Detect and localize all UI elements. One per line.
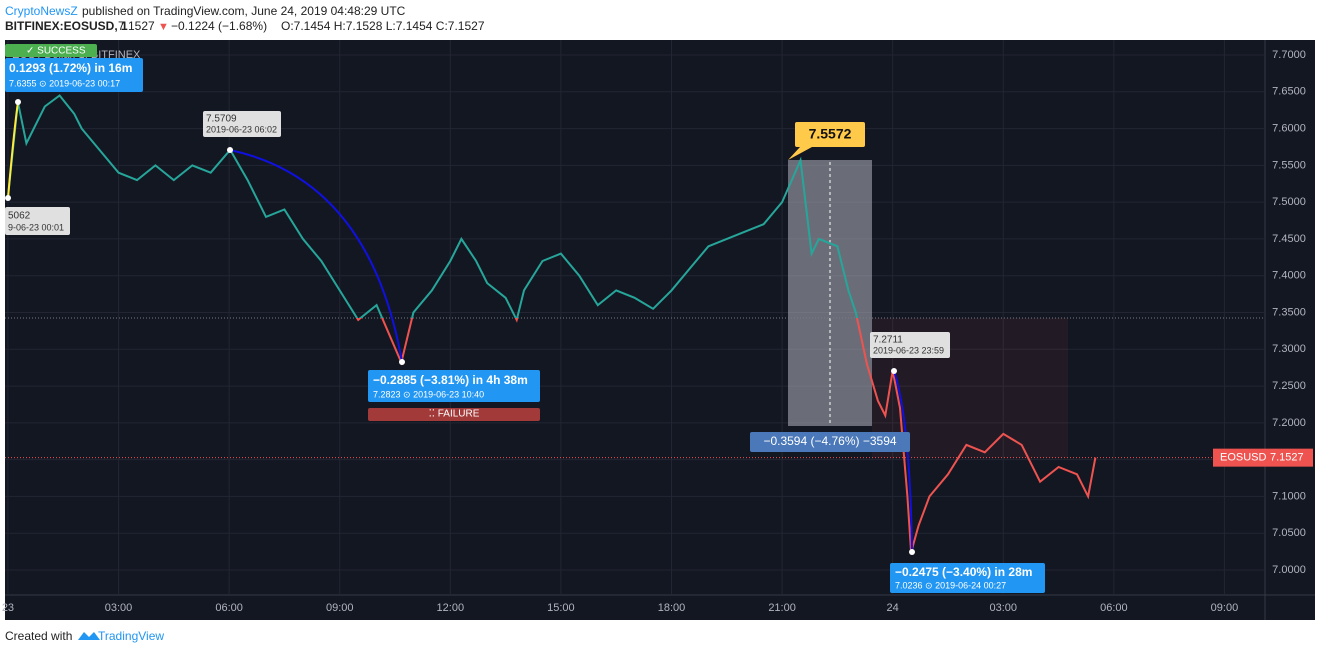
note-text: 7.0236 ⊙ 2019-06-24 00:27 bbox=[895, 580, 1006, 590]
note-text: 7.2823 ⊙ 2019-06-23 10:40 bbox=[373, 389, 484, 399]
x-tick-label: 24 bbox=[887, 602, 899, 614]
x-tick-label: 21:00 bbox=[768, 602, 796, 614]
change: −0.1224 (−1.68%) bbox=[171, 19, 267, 33]
y-tick-label: 7.1000 bbox=[1272, 490, 1306, 502]
arc bbox=[229, 149, 403, 363]
y-tick-label: 7.6000 bbox=[1272, 122, 1306, 134]
note-text: 7.5572 bbox=[809, 126, 852, 142]
symbol: BITFINEX:EOSUSD, 1 bbox=[5, 19, 128, 33]
note-box bbox=[368, 408, 540, 421]
y-tick-label: 7.5000 bbox=[1272, 196, 1306, 208]
y-tick-label: 7.4000 bbox=[1272, 270, 1306, 282]
y-tick-label: 7.5500 bbox=[1272, 159, 1306, 171]
x-tick-label: 03:00 bbox=[990, 602, 1018, 614]
logo bbox=[78, 632, 100, 640]
footer-brand[interactable]: TradingView bbox=[98, 629, 164, 643]
price-tag-name: EOSUSD bbox=[1220, 452, 1267, 464]
note-box bbox=[5, 58, 143, 92]
x-tick-label: 12:00 bbox=[437, 602, 465, 614]
note-text: −0.2475 (−3.40%) in 28m bbox=[895, 565, 1032, 579]
x-tick-label: 09:00 bbox=[1211, 602, 1239, 614]
published: published on TradingView.com, June 24, 2… bbox=[82, 4, 406, 18]
pointer bbox=[788, 147, 812, 160]
x-tick-label: 09:00 bbox=[326, 602, 354, 614]
note-box bbox=[368, 370, 540, 402]
x-tick-label: 06:00 bbox=[1100, 602, 1128, 614]
y-tick-label: 7.0500 bbox=[1272, 527, 1306, 539]
x-tick-label: 15:00 bbox=[547, 602, 575, 614]
x-tick-label: 06:00 bbox=[215, 602, 243, 614]
anchor-dot bbox=[5, 195, 11, 201]
anchor-dot bbox=[891, 368, 897, 374]
note-text: −0.2885 (−3.81%) in 4h 38m bbox=[373, 373, 528, 387]
note-box bbox=[750, 432, 910, 452]
arrow: ▼ bbox=[158, 21, 169, 33]
y-tick-label: 7.2500 bbox=[1272, 380, 1306, 392]
note-text: 2019-06-23 06:02 bbox=[206, 124, 277, 134]
note-box bbox=[795, 122, 865, 147]
note-box bbox=[5, 44, 97, 57]
price-tag bbox=[1213, 448, 1313, 467]
note-text: 7.2711 bbox=[873, 335, 903, 346]
ohlc: O:7.1454 H:7.1528 L:7.1454 C:7.1527 bbox=[281, 19, 485, 33]
anchor-dot bbox=[909, 549, 915, 555]
last-price: 7.1527 bbox=[118, 19, 155, 33]
y-tick-label: 7.6500 bbox=[1272, 86, 1306, 98]
anchor-dot bbox=[399, 359, 405, 365]
author[interactable]: CryptoNewsZ bbox=[5, 4, 78, 18]
note-text: ⁚⁚ FAILURE bbox=[429, 409, 480, 420]
note-text: 5062 bbox=[8, 211, 31, 222]
arc bbox=[7, 101, 19, 199]
y-tick-label: 7.3000 bbox=[1272, 343, 1306, 355]
note-text: 2019-06-23 23:59 bbox=[873, 345, 944, 355]
note-box bbox=[203, 111, 281, 137]
y-tick-label: 7.7000 bbox=[1272, 49, 1306, 61]
x-tick-label: 18:00 bbox=[658, 602, 686, 614]
note-text: 7.6355 ⊙ 2019-06-23 00:17 bbox=[9, 78, 120, 88]
note-text: 0.1293 (1.72%) in 16m bbox=[9, 61, 132, 75]
price-tag-value: 7.1527 bbox=[1270, 452, 1304, 464]
note-box bbox=[5, 207, 70, 235]
y-tick-label: 7.0000 bbox=[1272, 564, 1306, 576]
note-box bbox=[870, 332, 950, 358]
note-text: −0.3594 (−4.76%) −3594 bbox=[763, 434, 896, 448]
note-box bbox=[890, 563, 1045, 593]
note-text: ✓ SUCCESS bbox=[26, 46, 86, 57]
note-text: 7.5709 bbox=[206, 114, 237, 125]
anchor-dot bbox=[15, 99, 21, 105]
x-tick-label: 23 bbox=[2, 602, 14, 614]
x-tick-label: 03:00 bbox=[105, 602, 133, 614]
y-tick-label: 7.3500 bbox=[1272, 306, 1306, 318]
y-tick-label: 7.2000 bbox=[1272, 417, 1306, 429]
y-tick-label: 7.4500 bbox=[1272, 233, 1306, 245]
anchor-dot bbox=[227, 147, 233, 153]
note-text: 9-06-23 00:01 bbox=[8, 222, 64, 232]
footer-created: Created with bbox=[5, 629, 72, 643]
